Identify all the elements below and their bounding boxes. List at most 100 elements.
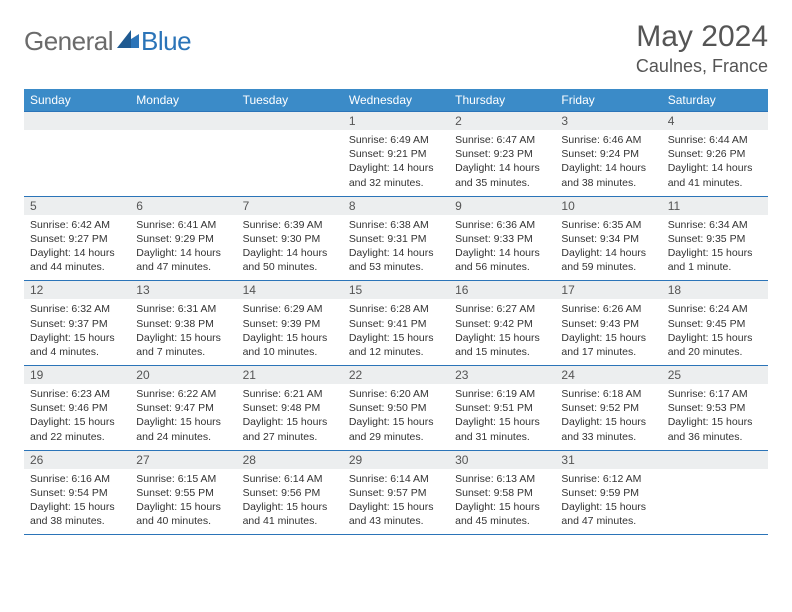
daylight-text: Daylight: 14 hours and 53 minutes. (349, 246, 443, 274)
day-body (130, 130, 236, 190)
day-body: Sunrise: 6:31 AMSunset: 9:38 PMDaylight:… (130, 299, 236, 365)
calendar-cell (130, 112, 236, 197)
sunrise-text: Sunrise: 6:14 AM (349, 472, 443, 486)
day-body: Sunrise: 6:21 AMSunset: 9:48 PMDaylight:… (237, 384, 343, 450)
day-body: Sunrise: 6:23 AMSunset: 9:46 PMDaylight:… (24, 384, 130, 450)
sunrise-text: Sunrise: 6:46 AM (561, 133, 655, 147)
sunset-text: Sunset: 9:48 PM (243, 401, 337, 415)
sunrise-text: Sunrise: 6:44 AM (668, 133, 762, 147)
day-body: Sunrise: 6:29 AMSunset: 9:39 PMDaylight:… (237, 299, 343, 365)
sunset-text: Sunset: 9:53 PM (668, 401, 762, 415)
day-number: 23 (449, 366, 555, 384)
day-body: Sunrise: 6:49 AMSunset: 9:21 PMDaylight:… (343, 130, 449, 196)
day-number (237, 112, 343, 130)
day-number: 9 (449, 197, 555, 215)
day-number: 14 (237, 281, 343, 299)
day-number: 15 (343, 281, 449, 299)
day-number: 17 (555, 281, 661, 299)
calendar-cell: 11 Sunrise: 6:34 AMSunset: 9:35 PMDayligh… (662, 196, 768, 281)
calendar-cell: 1Sunrise: 6:49 AMSunset: 9:21 PMDaylight… (343, 112, 449, 197)
daylight-text: Daylight: 14 hours and 44 minutes. (30, 246, 124, 274)
calendar-cell: 24Sunrise: 6:18 AMSunset: 9:52 PMDayligh… (555, 366, 661, 451)
sunset-text: Sunset: 9:51 PM (455, 401, 549, 415)
sunset-text: Sunset: 9:41 PM (349, 317, 443, 331)
daylight-text: Daylight: 14 hours and 56 minutes. (455, 246, 549, 274)
sunset-text: Sunset: 9:52 PM (561, 401, 655, 415)
day-body: Sunrise: 6:38 AMSunset: 9:31 PMDaylight:… (343, 215, 449, 281)
sunset-text: Sunset: 9:34 PM (561, 232, 655, 246)
daylight-text: Daylight: 14 hours and 50 minutes. (243, 246, 337, 274)
calendar-page: General Blue May 2024 Caulnes, France Su… (0, 0, 792, 555)
day-number: 27 (130, 451, 236, 469)
sunset-text: Sunset: 9:54 PM (30, 486, 124, 500)
day-body: Sunrise: 6:24 AMSunset: 9:45 PMDaylight:… (662, 299, 768, 365)
day-body: Sunrise: 6:22 AMSunset: 9:47 PMDaylight:… (130, 384, 236, 450)
day-number: 19 (24, 366, 130, 384)
calendar-cell: 10Sunrise: 6:35 AMSunset: 9:34 PMDayligh… (555, 196, 661, 281)
calendar-week: 12Sunrise: 6:32 AMSunset: 9:37 PMDayligh… (24, 281, 768, 366)
daylight-text: Daylight: 15 hours and 7 minutes. (136, 331, 230, 359)
page-header: General Blue May 2024 Caulnes, France (24, 20, 768, 77)
calendar-week: 19Sunrise: 6:23 AMSunset: 9:46 PMDayligh… (24, 366, 768, 451)
day-number: 26 (24, 451, 130, 469)
weekday-header: Monday (130, 89, 236, 112)
daylight-text: Daylight: 15 hours and 45 minutes. (455, 500, 549, 528)
day-body: Sunrise: 6:19 AMSunset: 9:51 PMDaylight:… (449, 384, 555, 450)
calendar-cell: 29Sunrise: 6:14 AMSunset: 9:57 PMDayligh… (343, 450, 449, 535)
day-number (662, 451, 768, 469)
sunrise-text: Sunrise: 6:36 AM (455, 218, 549, 232)
calendar-week: 5Sunrise: 6:42 AMSunset: 9:27 PMDaylight… (24, 196, 768, 281)
daylight-text: Daylight: 15 hours and 27 minutes. (243, 415, 337, 443)
sunset-text: Sunset: 9:24 PM (561, 147, 655, 161)
daylight-text: Daylight: 14 hours and 59 minutes. (561, 246, 655, 274)
day-number: 22 (343, 366, 449, 384)
day-body: Sunrise: 6:41 AMSunset: 9:29 PMDaylight:… (130, 215, 236, 281)
sunrise-text: Sunrise: 6:38 AM (349, 218, 443, 232)
daylight-text: Daylight: 15 hours and 1 minute. (668, 246, 762, 274)
calendar-cell: 23Sunrise: 6:19 AMSunset: 9:51 PMDayligh… (449, 366, 555, 451)
month-title: May 2024 (636, 20, 768, 54)
daylight-text: Daylight: 14 hours and 38 minutes. (561, 161, 655, 189)
day-body: Sunrise: 6:13 AMSunset: 9:58 PMDaylight:… (449, 469, 555, 535)
title-block: May 2024 Caulnes, France (636, 20, 768, 77)
sunrise-text: Sunrise: 6:22 AM (136, 387, 230, 401)
sunset-text: Sunset: 9:50 PM (349, 401, 443, 415)
sunrise-text: Sunrise: 6:42 AM (30, 218, 124, 232)
day-number: 5 (24, 197, 130, 215)
daylight-text: Daylight: 15 hours and 22 minutes. (30, 415, 124, 443)
day-number: 25 (662, 366, 768, 384)
daylight-text: Daylight: 15 hours and 33 minutes. (561, 415, 655, 443)
calendar-cell: 2Sunrise: 6:47 AMSunset: 9:23 PMDaylight… (449, 112, 555, 197)
calendar-cell: 20Sunrise: 6:22 AMSunset: 9:47 PMDayligh… (130, 366, 236, 451)
day-number: 24 (555, 366, 661, 384)
sunrise-text: Sunrise: 6:14 AM (243, 472, 337, 486)
day-body: Sunrise: 6:27 AMSunset: 9:42 PMDaylight:… (449, 299, 555, 365)
sunrise-text: Sunrise: 6:12 AM (561, 472, 655, 486)
sunrise-text: Sunrise: 6:17 AM (668, 387, 762, 401)
calendar-cell: 13Sunrise: 6:31 AMSunset: 9:38 PMDayligh… (130, 281, 236, 366)
sunset-text: Sunset: 9:39 PM (243, 317, 337, 331)
daylight-text: Daylight: 15 hours and 29 minutes. (349, 415, 443, 443)
day-number: 1 (343, 112, 449, 130)
calendar-cell: 30Sunrise: 6:13 AMSunset: 9:58 PMDayligh… (449, 450, 555, 535)
day-number: 31 (555, 451, 661, 469)
day-body (237, 130, 343, 190)
daylight-text: Daylight: 15 hours and 4 minutes. (30, 331, 124, 359)
daylight-text: Daylight: 15 hours and 17 minutes. (561, 331, 655, 359)
day-number (130, 112, 236, 130)
sunset-text: Sunset: 9:35 PM (668, 232, 762, 246)
day-number: 29 (343, 451, 449, 469)
sunset-text: Sunset: 9:21 PM (349, 147, 443, 161)
day-body: Sunrise: 6:20 AMSunset: 9:50 PMDaylight:… (343, 384, 449, 450)
calendar-cell: 7Sunrise: 6:39 AMSunset: 9:30 PMDaylight… (237, 196, 343, 281)
sunrise-text: Sunrise: 6:20 AM (349, 387, 443, 401)
day-number: 11 (662, 197, 768, 215)
weekday-header: Friday (555, 89, 661, 112)
daylight-text: Daylight: 14 hours and 32 minutes. (349, 161, 443, 189)
day-body: Sunrise: 6:36 AMSunset: 9:33 PMDaylight:… (449, 215, 555, 281)
day-number: 6 (130, 197, 236, 215)
calendar-cell: 6Sunrise: 6:41 AMSunset: 9:29 PMDaylight… (130, 196, 236, 281)
sunrise-text: Sunrise: 6:27 AM (455, 302, 549, 316)
sunrise-text: Sunrise: 6:34 AM (668, 218, 762, 232)
sunrise-text: Sunrise: 6:23 AM (30, 387, 124, 401)
